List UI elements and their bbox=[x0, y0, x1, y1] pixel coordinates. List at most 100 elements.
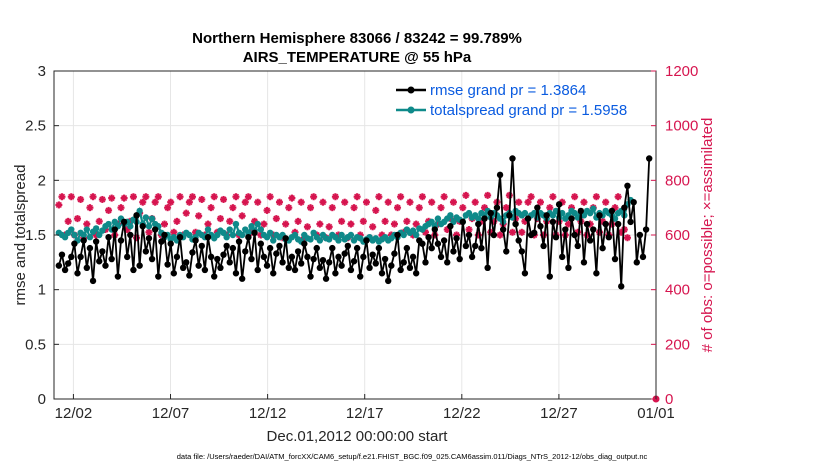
rmse-point bbox=[170, 270, 178, 277]
obs-point bbox=[117, 204, 125, 212]
y-tick-label-right: 200 bbox=[665, 336, 690, 353]
obs-stroke bbox=[242, 199, 249, 206]
obs-point bbox=[58, 193, 66, 201]
obs-stroke bbox=[285, 204, 292, 211]
obs-stroke bbox=[382, 218, 389, 225]
obs-point bbox=[428, 198, 436, 206]
rmse-point bbox=[329, 244, 336, 252]
obs-point bbox=[176, 193, 184, 201]
obs-stroke bbox=[145, 229, 153, 236]
y-tick-label-left: 2.5 bbox=[25, 118, 46, 135]
obs-point bbox=[623, 234, 631, 242]
obs-point bbox=[536, 198, 544, 206]
obs-point bbox=[167, 198, 175, 206]
obs-point bbox=[207, 204, 215, 212]
y-tick-label-left: 0.5 bbox=[25, 336, 46, 353]
obs-point bbox=[362, 198, 370, 206]
obs-point bbox=[232, 193, 240, 201]
rmse-point bbox=[245, 233, 252, 241]
obs-stroke bbox=[164, 204, 171, 211]
rmse-point bbox=[499, 226, 507, 233]
x-tick-label: 12/02 bbox=[55, 405, 93, 422]
obs-point bbox=[182, 209, 190, 217]
rmse-point bbox=[279, 259, 286, 266]
obs-stroke bbox=[282, 221, 289, 228]
obs-point bbox=[372, 206, 380, 214]
obs-stroke bbox=[484, 192, 491, 199]
rmse-point bbox=[440, 237, 448, 244]
rmse-point bbox=[273, 250, 280, 257]
totalspread-point bbox=[229, 231, 237, 239]
obs-stroke bbox=[161, 221, 168, 228]
rmse-point bbox=[301, 240, 308, 247]
rmse-point bbox=[74, 270, 81, 277]
obs-point bbox=[55, 201, 63, 209]
rmse-point bbox=[254, 266, 261, 274]
rmse-point bbox=[369, 251, 376, 258]
rmse-point bbox=[605, 233, 613, 241]
rmse-point bbox=[204, 233, 212, 241]
rmse-point bbox=[111, 226, 118, 233]
rmse-point bbox=[552, 233, 560, 241]
obs-stroke bbox=[472, 199, 479, 206]
totalspread-point bbox=[145, 223, 153, 230]
rmse-point bbox=[195, 262, 202, 269]
obs-stroke bbox=[217, 215, 224, 222]
rmse-point bbox=[490, 231, 498, 239]
rmse-point bbox=[130, 266, 137, 274]
rmse-point bbox=[388, 262, 395, 269]
rmse-point bbox=[425, 233, 432, 241]
rmse-point bbox=[344, 242, 352, 250]
obs-stroke bbox=[239, 212, 246, 219]
obs-stroke bbox=[615, 193, 622, 200]
obs-stroke bbox=[360, 218, 367, 225]
obs-point bbox=[310, 193, 318, 201]
totalspread-point bbox=[245, 229, 252, 237]
obs-point bbox=[294, 217, 302, 225]
rmse-point bbox=[148, 255, 156, 263]
obs-stroke bbox=[121, 195, 128, 202]
rmse-point bbox=[86, 244, 94, 252]
rmse-point bbox=[639, 253, 647, 261]
totalspread-point bbox=[254, 220, 261, 228]
rmse-point bbox=[270, 270, 277, 277]
rmse-point bbox=[319, 256, 327, 264]
rmse-point bbox=[288, 253, 296, 261]
rmse-point bbox=[496, 171, 504, 179]
obs-point bbox=[275, 198, 283, 206]
y-tick-label-left: 3 bbox=[38, 63, 46, 80]
rmse-point bbox=[298, 260, 305, 267]
totalspread-point bbox=[105, 220, 112, 228]
rmse-point bbox=[611, 255, 619, 263]
totalspread-point bbox=[335, 237, 342, 244]
rmse-point bbox=[422, 259, 429, 266]
obs-stroke bbox=[593, 193, 600, 200]
totalspread-point bbox=[521, 209, 529, 217]
obs-point bbox=[571, 193, 579, 201]
obs-stroke bbox=[68, 193, 75, 200]
rmse-point bbox=[621, 204, 628, 211]
obs-stroke bbox=[198, 196, 205, 203]
rmse-point bbox=[521, 270, 529, 277]
rmse-point bbox=[114, 273, 122, 280]
rmse-point bbox=[139, 223, 146, 230]
rmse-point bbox=[397, 266, 404, 274]
rmse-point bbox=[335, 253, 342, 261]
y-tick-label-right: 0 bbox=[665, 391, 673, 408]
x-tick-label: 12/07 bbox=[152, 405, 190, 422]
rmse-point bbox=[602, 220, 609, 228]
obs-point bbox=[496, 231, 504, 239]
obs-stroke bbox=[462, 192, 469, 199]
rmse-point bbox=[229, 244, 237, 252]
obs-stroke bbox=[419, 193, 426, 200]
totalspread-point bbox=[204, 226, 212, 233]
rmse-point bbox=[142, 248, 150, 255]
rmse-point bbox=[459, 218, 466, 226]
rmse-point bbox=[506, 212, 513, 219]
rmse-point bbox=[211, 273, 218, 280]
rmse-point bbox=[478, 244, 485, 252]
obs-point bbox=[390, 220, 398, 228]
chart-title: Northern Hemisphere 83066 / 83242 = 99.7… bbox=[192, 30, 522, 47]
obs-point bbox=[89, 193, 97, 201]
rmse-point bbox=[136, 262, 143, 269]
